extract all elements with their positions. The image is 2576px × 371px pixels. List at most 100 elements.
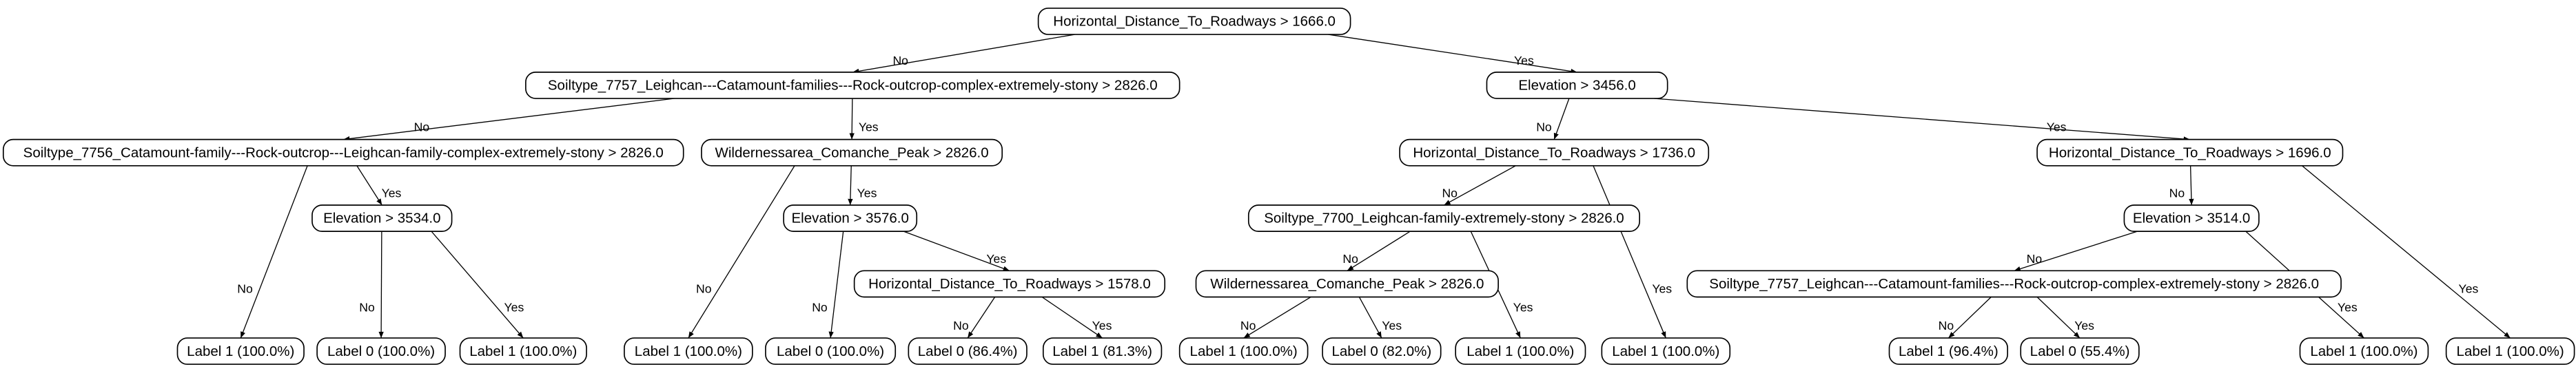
decision-label: Soiltype_7756_Catamount-family---Rock-ou… — [23, 145, 664, 160]
decision-box — [1686, 270, 2342, 298]
leaf-label: Label 0 (82.0%) — [1332, 343, 1432, 359]
leaf-box — [1042, 337, 1163, 365]
decision-label: Soiltype_7757_Leighcan---Catamount-famil… — [548, 78, 1158, 94]
edge-label: Yes — [1513, 300, 1533, 314]
edge — [1358, 297, 1382, 339]
leaf-label: Label 1 (100.0%) — [635, 343, 742, 359]
leaf-label: Label 1 (100.0%) — [1612, 343, 1719, 359]
edge — [2014, 231, 2138, 272]
decision-label: Elevation > 3534.0 — [323, 211, 440, 226]
edge — [1328, 34, 1577, 74]
nodes: Horizontal_Distance_To_Roadways > 1666.0… — [2, 8, 2575, 365]
edge-label: No — [2027, 252, 2043, 266]
edge-label: No — [1939, 319, 1954, 332]
leaf-box — [316, 337, 446, 365]
decision-box — [1486, 72, 1668, 99]
leaf-box — [765, 337, 897, 365]
decision-box — [311, 204, 453, 232]
edge — [1444, 165, 1516, 206]
edge — [828, 231, 844, 339]
edge — [240, 165, 308, 339]
leaf-box — [1455, 337, 1586, 365]
decision-label: Soiltype_7700_Leighcan-family-extremely-… — [1264, 211, 1624, 226]
leaf-box — [1178, 337, 1309, 365]
edge — [852, 34, 1075, 74]
decision-box — [2, 138, 684, 167]
edge-label: No — [696, 282, 712, 296]
leaf-label: Label 1 (100.0%) — [2457, 343, 2564, 359]
leaf-box — [2299, 337, 2429, 365]
decision-label: Horizontal_Distance_To_Roadways > 1736.0 — [1413, 145, 1695, 160]
edge — [688, 165, 795, 339]
edge-label: Yes — [1382, 319, 1402, 332]
edge-label: No — [414, 120, 430, 134]
edge-label: Yes — [1092, 319, 1112, 332]
edge — [343, 98, 675, 142]
decision-box — [1195, 270, 1499, 298]
edge — [1347, 231, 1411, 271]
edge-label: No — [1240, 319, 1256, 332]
leaf-label: Label 0 (100.0%) — [327, 343, 435, 359]
decision-label: Horizontal_Distance_To_Roadways > 1666.0 — [1053, 14, 1336, 30]
leaf-label: Label 1 (100.0%) — [1466, 343, 1574, 359]
decision-label: Elevation > 3456.0 — [1518, 78, 1635, 94]
edge-label: No — [953, 319, 969, 332]
edge-label: Yes — [1514, 54, 1534, 67]
edge-label: Yes — [857, 187, 877, 200]
edge-label: No — [1442, 187, 1458, 200]
leaf-box — [459, 337, 587, 365]
edge-label: No — [237, 282, 253, 296]
edge-label: Yes — [504, 300, 524, 314]
edge-label: No — [1342, 252, 1358, 266]
edge — [1654, 98, 2190, 142]
leaf-label: Label 1 (100.0%) — [187, 343, 294, 359]
decision-label: Horizontal_Distance_To_Roadways > 1696.0 — [2049, 145, 2331, 160]
edge-label: Yes — [1652, 282, 1672, 296]
edge — [848, 165, 853, 206]
edge-label: Yes — [2459, 282, 2479, 296]
decision-label: Wildernessarea_Comanche_Peak > 2826.0 — [715, 145, 988, 160]
decision-label: Horizontal_Distance_To_Roadways > 1578.0 — [868, 276, 1151, 292]
edge-label: Yes — [986, 252, 1006, 266]
edge — [2302, 165, 2511, 339]
leaf-box — [2445, 337, 2575, 365]
edge — [2189, 165, 2194, 206]
leaf-box — [624, 337, 753, 365]
edge-label: No — [892, 54, 908, 67]
decision-label: Wildernessarea_Comanche_Peak > 2826.0 — [1210, 276, 1484, 292]
leaf-label: Label 1 (96.4%) — [1899, 343, 1999, 359]
leaf-box — [176, 337, 305, 365]
decision-box — [1399, 138, 1710, 167]
decision-label: Soiltype_7757_Leighcan---Catamount-famil… — [1709, 276, 2319, 292]
leaf-label: Label 0 (100.0%) — [777, 343, 884, 359]
edge — [1593, 165, 1666, 339]
edge — [2036, 297, 2081, 339]
edge-label: Yes — [2338, 300, 2358, 314]
leaf-box — [908, 337, 1028, 365]
edge-label: No — [359, 300, 375, 314]
leaf-label: Label 1 (100.0%) — [469, 343, 577, 359]
decision-box — [701, 138, 1003, 167]
edge — [903, 231, 1010, 271]
edge-label: Yes — [382, 187, 402, 200]
decision-label: Elevation > 3576.0 — [791, 211, 908, 226]
decision-box — [2123, 204, 2260, 232]
edge-label: Yes — [2074, 319, 2094, 332]
leaf-box — [1322, 337, 1442, 365]
edge — [1243, 296, 1311, 339]
leaf-label: Label 1 (100.0%) — [1190, 343, 1298, 359]
decision-box — [1037, 8, 1351, 35]
decision-box — [2036, 138, 2344, 167]
leaf-label: Label 0 (55.4%) — [2030, 343, 2130, 359]
edge-label: Yes — [2047, 120, 2067, 134]
edges: No No No Yes No Yes Yes No Yes No Yes No Yes Yes No No N… — [237, 34, 2511, 339]
decision-label: Elevation > 3514.0 — [2133, 211, 2250, 226]
edge — [1041, 296, 1103, 339]
edge — [356, 165, 382, 206]
edge — [431, 231, 524, 339]
edge — [967, 297, 996, 339]
decision-box — [853, 270, 1166, 298]
decision-box — [525, 72, 1180, 99]
